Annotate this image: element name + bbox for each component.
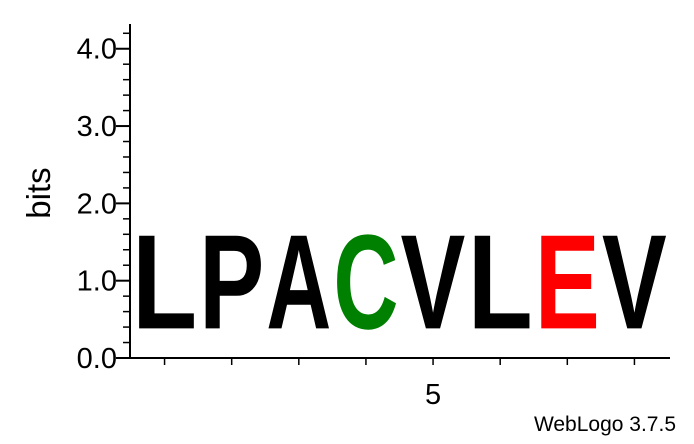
logo-letter-A-pos-3: A xyxy=(266,207,331,357)
logo-letter-V-pos-5: V xyxy=(401,207,466,357)
y-tick-label: 1.0 xyxy=(77,266,117,298)
y-tick-label: 0.0 xyxy=(77,343,117,375)
logo-letter-C-pos-4: C xyxy=(333,207,398,357)
logo-letter-L-pos-6: L xyxy=(468,206,533,357)
y-tick-label: 3.0 xyxy=(77,111,117,143)
y-tick-label: 4.0 xyxy=(77,34,117,66)
weblogo-credit: WebLogo 3.7.5 xyxy=(533,413,676,436)
logo-letter-V-pos-8: V xyxy=(602,207,667,357)
x-tick-label: 5 xyxy=(425,379,441,411)
y-axis-label: bits xyxy=(20,167,57,218)
logo-letter-P-pos-2: P xyxy=(199,207,264,357)
y-tick-label: 2.0 xyxy=(77,188,117,220)
logo-letter-L-pos-1: L xyxy=(132,206,197,357)
logo-letter-E-pos-7: E xyxy=(535,207,600,357)
axis-layer: 0.0 1.0 2.0 3.0 4.0 5 xyxy=(77,24,670,411)
